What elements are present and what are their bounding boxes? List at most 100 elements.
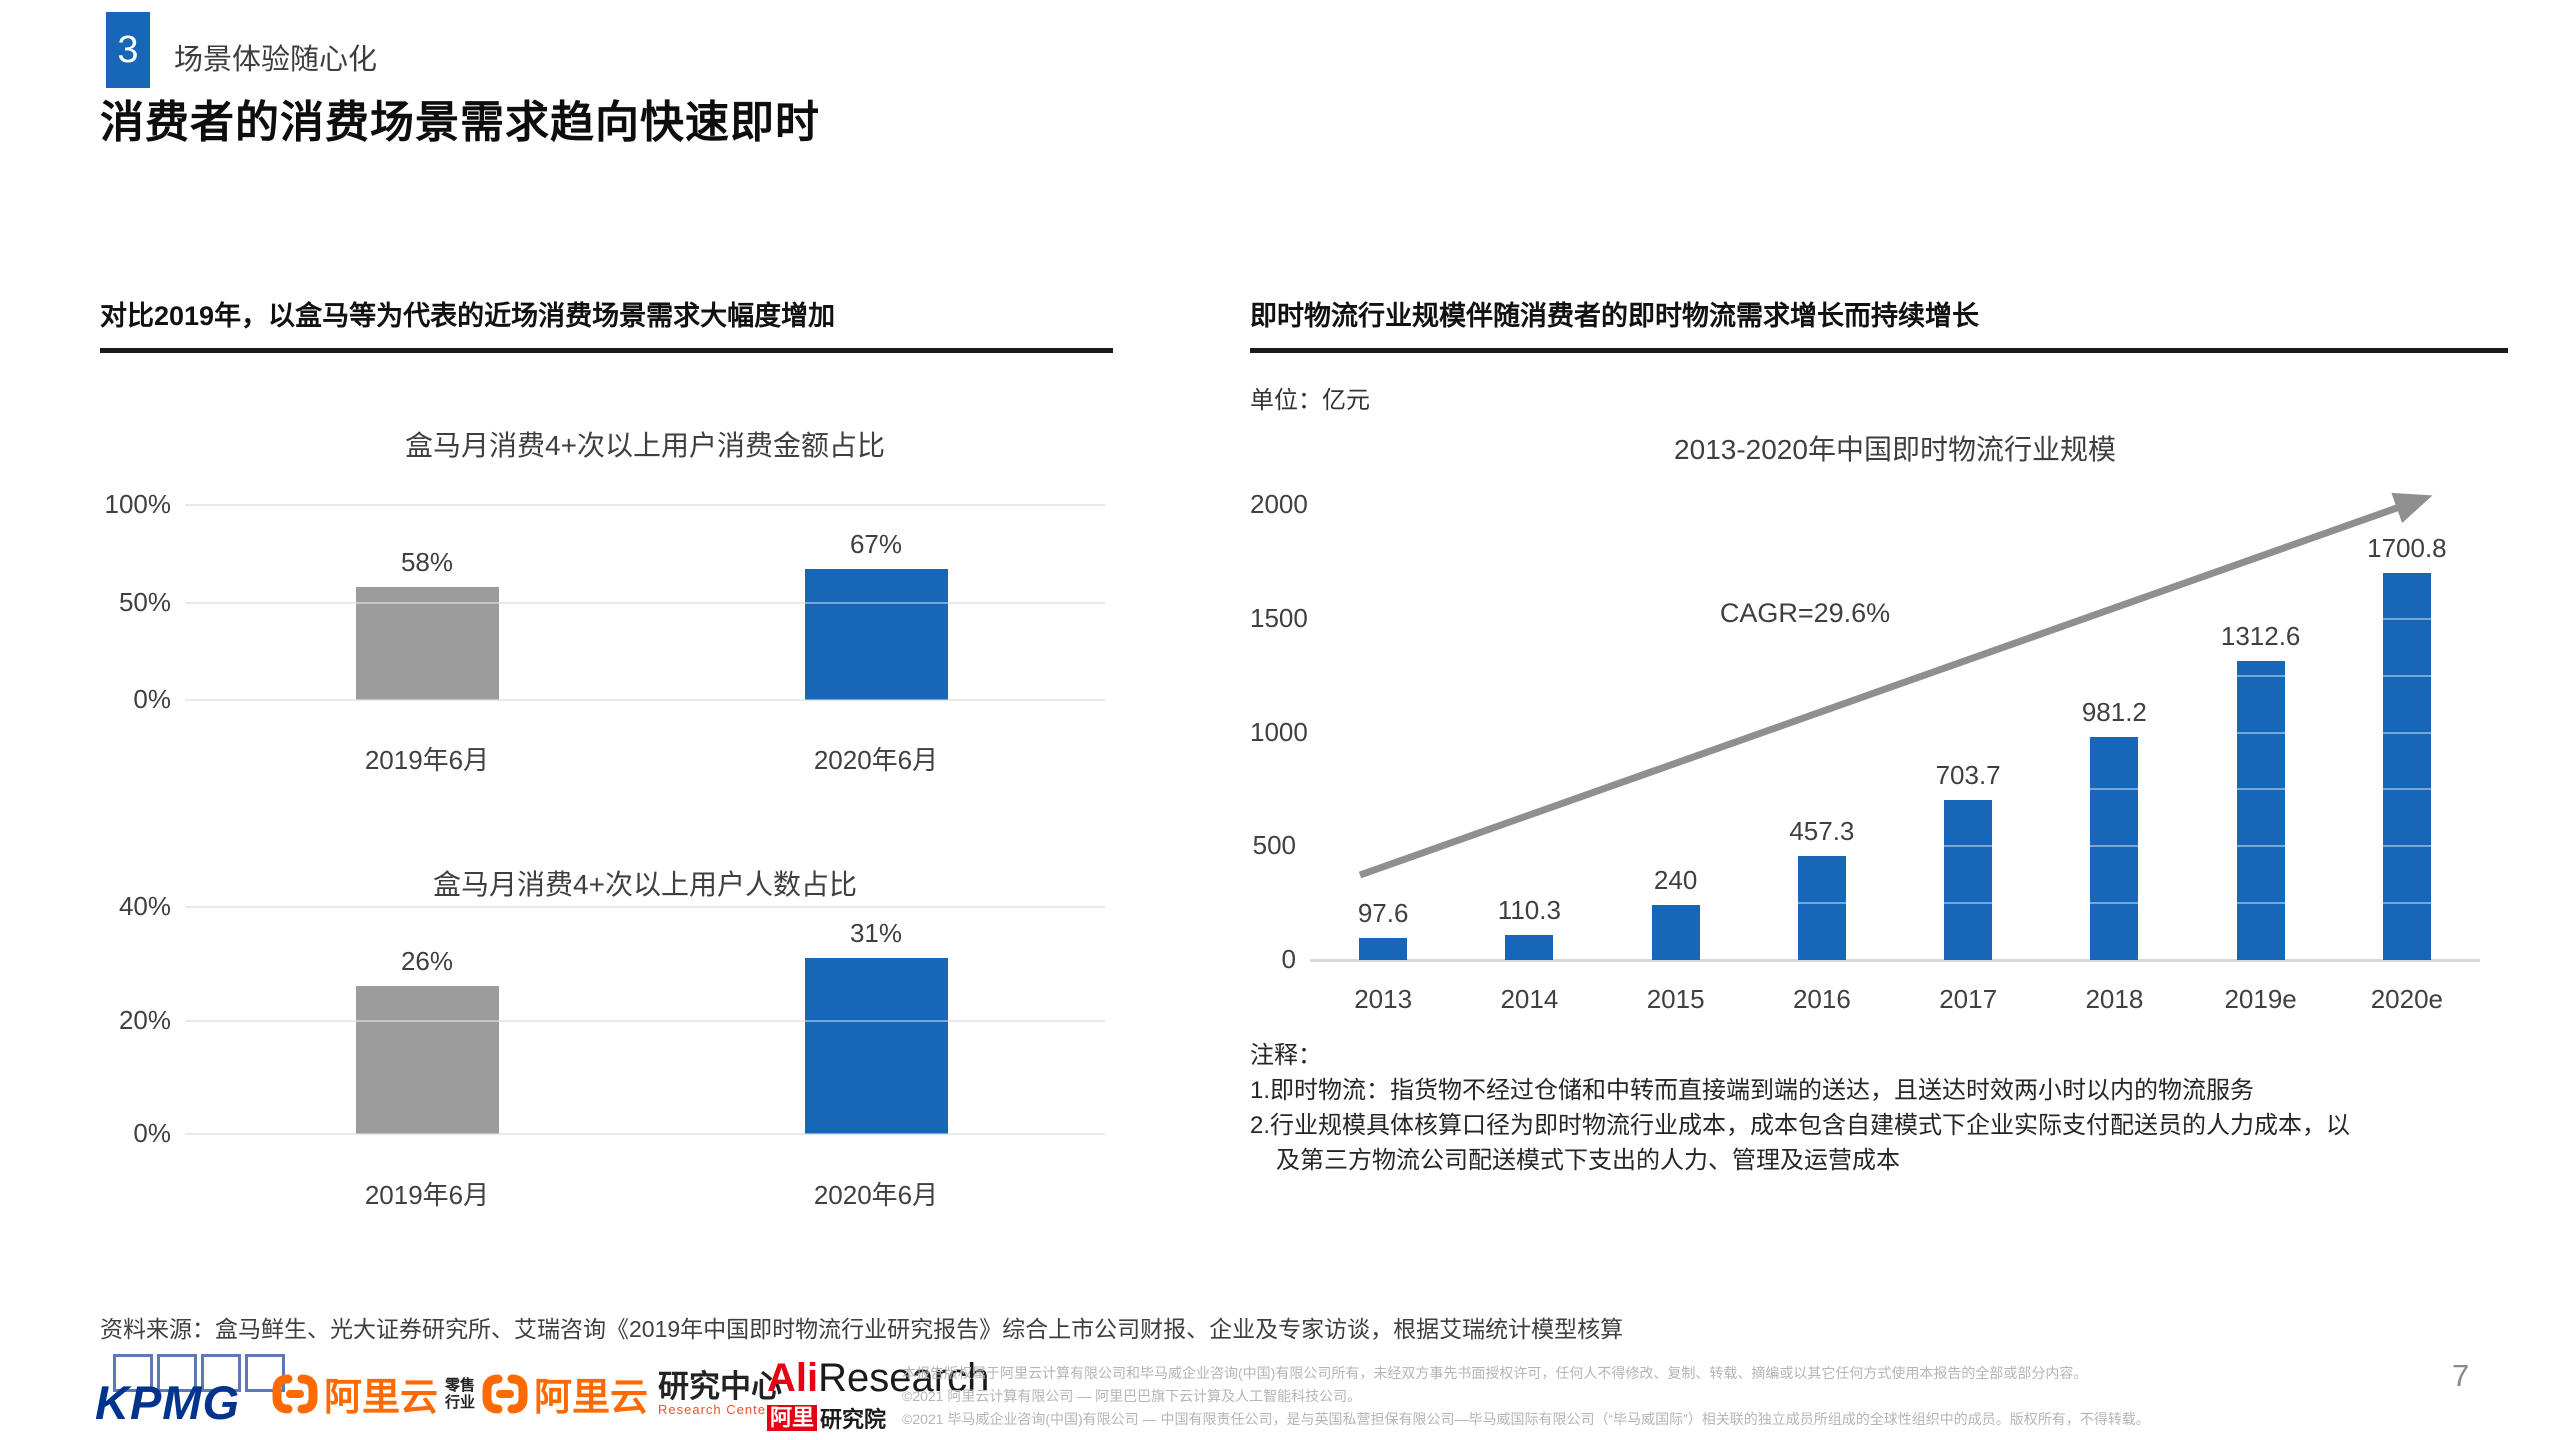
aliyun-retail-logo: 阿里云 零售 行业 (272, 1366, 475, 1421)
disclaimer-line: 本报告版权属于阿里云计算有限公司和毕马威企业咨询(中国)有限公司所有，未经双方事… (902, 1365, 2088, 1381)
bar (1797, 855, 1846, 960)
gridline-overlay (185, 504, 1105, 506)
research-center-text: 研究中心 (658, 1368, 783, 1404)
kpmg-logo: KPMG (95, 1354, 289, 1430)
research-center-tag: 研究中心 Research Center (658, 1371, 782, 1417)
x-axis-label: 2020年6月 (813, 1180, 939, 1210)
disclaimer-block: 本报告版权属于阿里云计算有限公司和毕马威企业咨询(中国)有限公司所有，未经双方事… (902, 1362, 2247, 1431)
source-line: 资料来源：盒马鲜生、光大证券研究所、艾瑞咨询《2019年中国即时物流行业研究报告… (100, 1316, 1624, 1342)
bar-value-label: 31% (849, 918, 903, 949)
gridline (185, 906, 1105, 908)
aliyun-retail-tag-line1: 零售 (445, 1376, 476, 1394)
x-axis-label: 2016 (1792, 984, 1851, 1014)
page-number: 7 (2452, 1358, 2470, 1393)
gridline (185, 1019, 1105, 1022)
x-axis-label: 2018 (2085, 984, 2144, 1014)
bar (355, 986, 499, 1134)
left-panel-underline (100, 348, 1113, 353)
notes-block: 注释： 1.即时物流：指货物不经过仓储和中转而直接端到端的送达，且送达时效两小时… (1250, 1038, 2540, 1178)
chart-hema-spend-share: 盒马月消费4+次以上用户消费金额占比 100% 50% 0% 58% 2019年6月 67%… (100, 420, 1115, 785)
bar (355, 586, 499, 700)
kpmg-square-icon (201, 1354, 241, 1392)
bar (2236, 661, 2285, 960)
aliyun-retail-tag: 零售 行业 (445, 1377, 475, 1411)
gridline (185, 699, 1105, 701)
minor-gridline (1310, 788, 2480, 791)
minor-gridline (1310, 902, 2480, 905)
notes-heading: 注释： (1250, 1042, 1322, 1069)
section-number-chip: 3 (106, 12, 150, 88)
x-axis-label: 2017 (1939, 984, 1998, 1014)
page-title: 消费者的消费场景需求趋向快速即时 (100, 98, 820, 147)
kpmg-logo-squares (113, 1354, 289, 1392)
minor-gridline (1310, 731, 2480, 734)
bar (2090, 736, 2139, 960)
x-axis-label: 2013 (1354, 984, 1413, 1014)
x-axis-label: 2020e (2370, 984, 2444, 1014)
right-panel-heading: 即时物流行业规模伴随消费者的即时物流需求增长而持续增长 (1250, 301, 1979, 331)
gridline-overlay (185, 601, 1105, 604)
bar-value-label: 457.3 (1789, 815, 1855, 846)
bar-value-label: 1700.8 (2367, 533, 2447, 564)
bar-value-label: 58% (400, 546, 454, 577)
aliresearch-wordmark-black: Research (818, 1356, 990, 1400)
aliyun-bracket-icon (272, 1374, 318, 1413)
y-axis-tick-label: 0% (133, 684, 171, 714)
kpmg-square-icon (157, 1354, 197, 1392)
bar-value-label: 1312.6 (2220, 621, 2301, 652)
gridline (185, 504, 1105, 506)
disclaimer-line: ©2021 阿里云计算有限公司 — 阿里巴巴旗下云计算及人工智能科技公司。 (902, 1388, 1362, 1404)
gridline (185, 1133, 1105, 1135)
disclaimer-line: ©2021 毕马威企业咨询(中国)有限公司 — 中国有限责任公司，是与英国私营担… (902, 1411, 2150, 1427)
y-axis-tick-label: 50% (118, 586, 171, 617)
bar-value-label: 110.3 (1497, 894, 1561, 925)
aliyun-retail-tag-line2: 行业 (445, 1393, 476, 1411)
gridline (185, 601, 1105, 604)
y-axis-tick-label: 100% (104, 489, 172, 519)
x-axis-label: 2019e (2224, 984, 2297, 1014)
minor-gridline (1310, 845, 2480, 848)
section-label: 场景体验随心化 (174, 44, 378, 76)
kpmg-square-icon (113, 1354, 153, 1392)
note-line: 及第三方物流公司配送模式下支出的人力、管理及运营成本 (1276, 1147, 1900, 1174)
y-axis-tick-label: 0% (133, 1118, 171, 1148)
y-axis-tick-label: 0 (1281, 944, 1296, 974)
x-axis-line (1310, 959, 2480, 962)
aliyun-research-center-logo: 阿里云 研究中心 Research Center (482, 1366, 782, 1421)
gridline-overlay (185, 906, 1105, 908)
x-axis-label: 2015 (1646, 984, 1705, 1014)
x-axis-label: 2019年6月 (364, 1180, 490, 1210)
bar (1651, 905, 1700, 960)
kpmg-wordmark: KPMG (95, 1376, 240, 1429)
y-axis-tick-label: 20% (118, 1004, 171, 1035)
y-axis-tick-label: 1500 (1250, 602, 1308, 633)
chart-hema-user-share: 盒马月消费4+次以上用户人数占比 40% 20% 0% 26% 2019年6月 31% 202… (100, 855, 1115, 1225)
y-axis-tick-label: 40% (118, 891, 171, 921)
bar-value-label: 97.6 (1357, 897, 1409, 928)
bar (1944, 799, 1993, 960)
bar (804, 958, 948, 1134)
gridline-overlay (185, 699, 1105, 701)
aliresearch-subtext: 研究院 (820, 1407, 887, 1432)
bar (2382, 573, 2431, 960)
section-number: 3 (117, 28, 139, 71)
aliresearch-wordmark: AliResearch (767, 1357, 989, 1399)
aliresearch-cn: 阿里 研究院 (767, 1402, 989, 1434)
note-line: 1.即时物流：指货物不经过仓储和中转而直接端到端的送达，且送达时效两小时以内的物… (1250, 1077, 2255, 1104)
chart-title: 盒马月消费4+次以上用户人数占比 (433, 869, 857, 900)
note-line: 2.行业规模具体核算口径为即时物流行业成本，成本包含自建模式下企业实际支付配送员… (1250, 1112, 2351, 1139)
bar-value-label: 240 (1653, 865, 1698, 896)
minor-gridline (1310, 617, 2480, 620)
bar-value-label: 26% (400, 946, 454, 977)
unit-label: 单位：亿元 (1250, 387, 1370, 414)
right-panel-underline (1250, 348, 2508, 353)
y-axis-tick-label: 500 (1252, 830, 1296, 861)
aliyun-wordmark: 阿里云 (324, 1377, 439, 1419)
aliresearch-wordmark-red: Ali (767, 1356, 819, 1400)
aliyun-bracket-icon (482, 1374, 528, 1413)
y-axis-tick-label: 1000 (1250, 716, 1308, 747)
x-axis-label: 2019年6月 (364, 745, 490, 775)
left-panel-heading: 对比2019年，以盒马等为代表的近场消费场景需求大幅度增加 (100, 301, 836, 331)
aliresearch-badge: 阿里 (767, 1405, 818, 1431)
